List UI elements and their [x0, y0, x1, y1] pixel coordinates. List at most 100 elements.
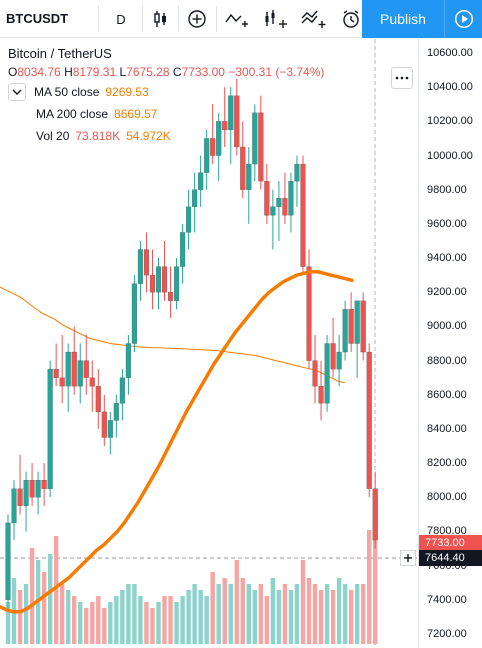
volume-bar [126, 584, 131, 644]
candle-body [149, 274, 156, 293]
volume-bar [336, 578, 342, 644]
candle-body [155, 266, 162, 293]
volume-bar [90, 602, 95, 644]
interval-button[interactable]: D [116, 11, 126, 27]
candle-body [17, 488, 23, 506]
price-tick-label: 10200.00 [427, 115, 473, 128]
change-value: −300.31 (−3.74%) [228, 65, 325, 79]
volume-bar [294, 584, 300, 644]
candle-body [258, 112, 264, 182]
volume-bar [300, 560, 306, 644]
patterns-button[interactable] [300, 4, 328, 34]
indicator-ma200[interactable]: MA 200 close 8669.57 [8, 103, 324, 125]
volume-bar [102, 608, 107, 644]
candle-body [53, 368, 59, 378]
more-options-button[interactable] [391, 67, 413, 89]
candle-body [143, 249, 150, 276]
volume-bar [41, 572, 47, 644]
ma200-line [0, 286, 346, 384]
chart-type-button[interactable] [150, 4, 170, 34]
volume-bar [198, 590, 203, 644]
price-tick-label: 8600.00 [427, 388, 467, 401]
add-alert-plus-button[interactable] [400, 550, 416, 567]
volume-bar [47, 554, 53, 644]
candle-body [65, 351, 71, 387]
indicators-button[interactable] [224, 4, 252, 34]
candle-body [342, 309, 348, 353]
candle-body [35, 480, 41, 498]
ma200-label: MA 200 close [36, 107, 109, 121]
ma50-value: 9269.53 [105, 85, 149, 99]
price-chart[interactable] [0, 39, 418, 648]
volume-bar [216, 584, 221, 644]
volume-bar [264, 596, 270, 644]
candle-body [264, 181, 270, 216]
replay-button[interactable] [444, 0, 482, 38]
candle-body [180, 232, 186, 267]
candle-body [83, 360, 89, 378]
volume-bar [120, 590, 125, 644]
alert-button[interactable] [340, 4, 362, 34]
price-tick-label: 7800.00 [427, 525, 467, 538]
candle-body [161, 266, 168, 293]
candle-body [174, 266, 180, 301]
templates-icon [265, 10, 287, 28]
price-axis[interactable]: 10600.00 10400.00 10200.00 10000.00 9800.00 9… [418, 39, 482, 648]
candle-body [270, 206, 276, 216]
symbol-search-button[interactable]: BTCUSDT [6, 11, 69, 26]
volume-bar [180, 596, 185, 644]
vol-label: Vol 20 [36, 129, 70, 143]
volume-bar [78, 602, 83, 644]
volume-bar [84, 608, 89, 644]
volume-bar [53, 536, 59, 644]
publish-button[interactable]: Publish [362, 0, 444, 38]
candle-body [276, 198, 282, 207]
vol-value: 73.818K [75, 129, 121, 143]
volume-bar [312, 584, 318, 644]
volume-bar [342, 584, 348, 644]
volume-bar [5, 602, 11, 644]
volume-bar [210, 572, 215, 644]
indicator-ma50[interactable]: MA 50 close 9269.53 [8, 81, 324, 103]
high-label: H [64, 65, 73, 79]
collapse-legend-button[interactable] [8, 83, 26, 101]
symbol-title: Bitcoin / TetherUS [8, 46, 112, 61]
top-toolbar: BTCUSDT D Publish [0, 0, 482, 38]
more-dots-icon [395, 76, 409, 80]
compare-button[interactable] [186, 4, 208, 34]
volume-bar [228, 584, 233, 644]
volume-bar [367, 530, 372, 644]
vol-ma-value: 54.972K [126, 129, 171, 143]
volume-bar [258, 584, 264, 644]
volume-bar [108, 602, 113, 644]
price-tick-label: 7200.00 [427, 628, 467, 640]
volume-bar [270, 578, 276, 644]
volume-bar [192, 584, 197, 644]
volume-bar [360, 584, 366, 644]
volume-bar [252, 590, 258, 644]
price-tick-label: 10400.00 [427, 81, 473, 94]
candle-body [228, 95, 234, 131]
candle-body [29, 480, 35, 498]
price-tick-label: 9400.00 [427, 252, 467, 265]
volume-bar [168, 596, 173, 644]
volume-bar [17, 590, 23, 644]
last-price-tag: 7733.00 [419, 534, 482, 551]
price-tick-label: 8400.00 [427, 422, 467, 435]
chart-pane[interactable] [0, 39, 418, 648]
candle-body [294, 163, 300, 182]
volume-bar [246, 584, 251, 644]
volume-bar [204, 596, 209, 644]
toolbar-divider [216, 6, 217, 32]
candle-body [23, 480, 29, 506]
toolbar-divider [98, 6, 99, 32]
templates-button[interactable] [262, 4, 290, 34]
volume-bar [282, 584, 288, 644]
candle-body [330, 343, 336, 370]
close-value: 7733.00 [181, 65, 225, 79]
volume-bar [144, 602, 149, 644]
price-tick-label: 10600.00 [427, 47, 473, 59]
volume-bar [150, 608, 155, 644]
indicator-volume[interactable]: Vol 20 73.818K 54.972K [8, 125, 324, 147]
price-tick-label: 9200.00 [427, 286, 467, 299]
